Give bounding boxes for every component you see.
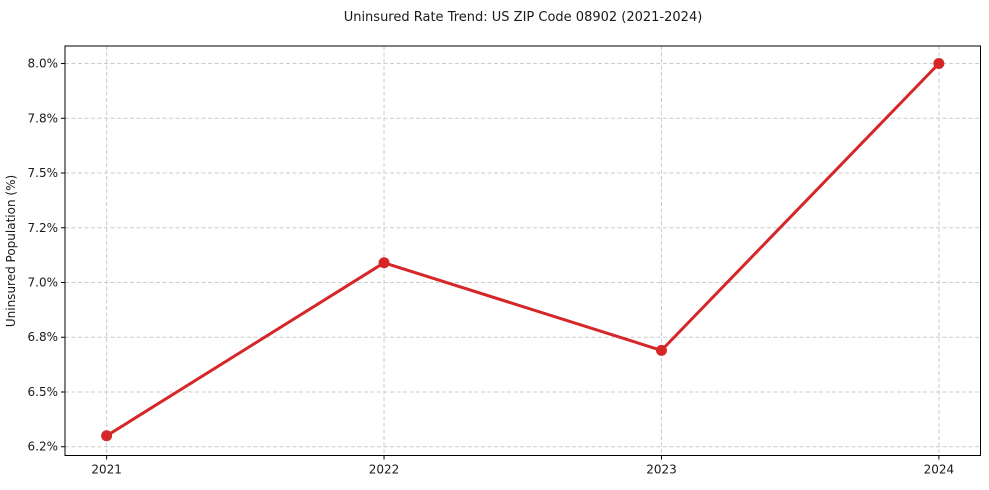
y-tick-label: 7.5% xyxy=(28,166,59,180)
x-tick-label: 2021 xyxy=(91,463,122,477)
plot-border xyxy=(64,45,981,456)
y-axis-label: Uninsured Population (%) xyxy=(4,175,18,327)
trend-line xyxy=(105,62,941,438)
y-tick-label: 7.2% xyxy=(28,221,59,235)
y-tick-label: 6.2% xyxy=(28,440,59,454)
data-point xyxy=(101,430,113,442)
x-tick-label: 2023 xyxy=(646,463,677,477)
data-point xyxy=(655,344,667,356)
y-tick-label: 8.0% xyxy=(28,57,59,71)
y-tick-label: 7.8% xyxy=(28,111,59,125)
trend-series-layer xyxy=(101,58,945,442)
data-point xyxy=(933,58,945,70)
x-tick-label: 2022 xyxy=(369,463,400,477)
data-point xyxy=(378,257,390,269)
axis-layer: 2021 2022 2023 2024 6.2% 6.5% 6.8% 7.0% 7.2% 7.5%… xyxy=(28,45,981,477)
x-tick-label: 2024 xyxy=(924,463,955,477)
y-tick-label: 6.8% xyxy=(28,330,59,344)
y-tick-label: 7.0% xyxy=(28,276,59,290)
y-tick-label: 6.5% xyxy=(28,385,59,399)
grid-layer xyxy=(65,46,981,456)
chart-title: Uninsured Rate Trend: US ZIP Code 08902 … xyxy=(344,10,703,25)
